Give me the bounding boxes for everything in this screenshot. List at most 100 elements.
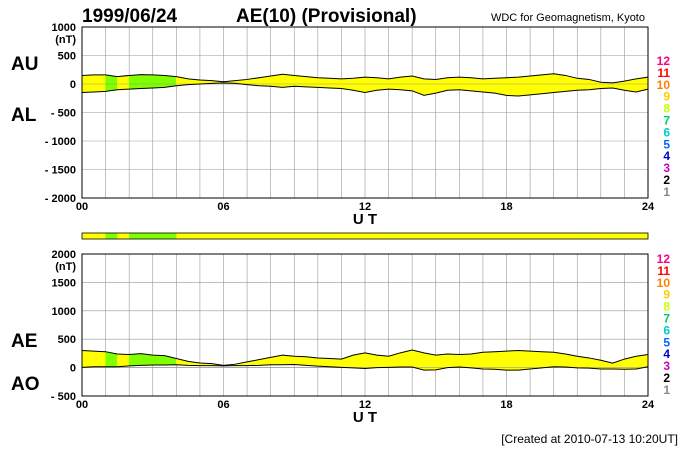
- y-unit-label: (nT): [55, 34, 76, 46]
- legend-level-12: 12: [657, 252, 671, 266]
- area-segment: [152, 354, 165, 366]
- activity-strip-segment: [82, 233, 95, 239]
- area-segment: [529, 74, 543, 96]
- au-al-panel: 1000 500 0 - 500 - 1000 - 1500 - 2000 (nT) 00 06 1…: [11, 22, 655, 228]
- activity-strip-segment: [329, 233, 342, 239]
- area-segment: [470, 77, 484, 93]
- activity-strip-segment: [541, 233, 554, 239]
- activity-strip-segment: [577, 233, 590, 239]
- x-axis-label: U T: [353, 409, 377, 426]
- activity-strip-segment: [105, 233, 118, 239]
- series-line-al: [81, 82, 649, 97]
- legend-level-6: 6: [663, 323, 670, 337]
- area-segment: [482, 351, 495, 370]
- y-tick-label: - 500: [51, 391, 76, 403]
- activity-strip-segment: [589, 233, 602, 239]
- y-tick-label: - 1500: [45, 165, 76, 177]
- activity-strip-segment: [199, 233, 213, 239]
- area-segment: [305, 76, 319, 88]
- index-label-al: AL: [11, 105, 37, 126]
- legend-level-5: 5: [663, 335, 670, 349]
- activity-strip-segment: [129, 233, 142, 239]
- activity-strip-segment: [176, 233, 189, 239]
- activity-strip-segment: [388, 233, 401, 239]
- x-tick-label: 00: [76, 399, 88, 411]
- activity-strip-segment: [211, 233, 224, 239]
- legend-level-11: 11: [657, 66, 670, 80]
- y-unit-label: (nT): [55, 261, 76, 273]
- area-segment: [329, 78, 342, 89]
- activity-level-bar: [81, 232, 649, 240]
- activity-strip-segment: [423, 233, 437, 239]
- legend-level-12: 12: [657, 54, 671, 68]
- activity-strip-segment: [258, 233, 271, 239]
- legend-level-7: 7: [663, 312, 670, 326]
- activity-strip-segment: [565, 233, 578, 239]
- y-tick-label: 0: [70, 363, 76, 375]
- x-tick-label: 00: [76, 201, 88, 213]
- activity-strip-segment: [553, 233, 566, 239]
- activity-strip-segment: [636, 233, 649, 239]
- activity-strip-segment: [612, 233, 625, 239]
- area-segment: [553, 73, 566, 93]
- y-tick-label: - 500: [51, 108, 76, 120]
- area-segment: [152, 74, 165, 89]
- area-segment: [482, 78, 495, 94]
- area-segment: [128, 353, 142, 367]
- area-segment: [282, 74, 295, 88]
- activity-strip-segment: [140, 233, 154, 239]
- area-segment: [128, 74, 142, 90]
- chart-title: AE(10) (Provisional): [236, 6, 417, 27]
- legend-level-3: 3: [663, 359, 670, 373]
- area-segment: [447, 353, 460, 368]
- legend-level-9: 9: [663, 90, 670, 104]
- header-date: 1999/06/24: [82, 6, 178, 27]
- area-segment: [93, 74, 106, 93]
- x-tick-label: 18: [500, 201, 512, 213]
- area-segment: [81, 350, 95, 368]
- activity-strip-segment: [459, 233, 472, 239]
- x-tick-label: 12: [359, 399, 371, 411]
- area-segment: [117, 353, 130, 368]
- y-tick-label: 500: [58, 51, 76, 63]
- legend-level-10: 10: [657, 78, 671, 92]
- y-tick-label: 1500: [52, 277, 76, 289]
- x-tick-label: 06: [217, 399, 229, 411]
- area-segment: [140, 353, 153, 366]
- x-tick-label: 12: [359, 201, 371, 213]
- area-segment: [270, 74, 283, 88]
- legend-level-4: 4: [663, 347, 670, 361]
- area-segment: [294, 75, 307, 88]
- index-label-ao: AO: [11, 374, 40, 395]
- area-segment: [317, 357, 330, 368]
- plot-frame: [81, 26, 649, 199]
- activity-strip-segment: [506, 233, 519, 239]
- area-segment: [423, 78, 436, 96]
- activity-strip-segment: [223, 233, 236, 239]
- legend-level-3: 3: [663, 161, 670, 175]
- legend-level-6: 6: [663, 125, 670, 139]
- activity-strip-segment: [306, 233, 319, 239]
- activity-strip-segment: [317, 233, 330, 239]
- series-line-ae: [81, 349, 649, 366]
- activity-strip-segment: [188, 233, 201, 239]
- x-tick-label: 24: [642, 201, 655, 213]
- activity-strip-segment: [152, 233, 165, 239]
- activity-strip-segment: [435, 233, 448, 239]
- activity-strip-segment: [494, 233, 507, 239]
- activity-strip-segment: [341, 233, 354, 239]
- area-segment: [93, 350, 106, 367]
- series-line-ao: [81, 363, 649, 371]
- created-footer: [Created at 2010-07-13 10:20UT]: [501, 432, 678, 446]
- area-segment: [117, 75, 130, 90]
- index-label-au: AU: [11, 54, 38, 75]
- legend-level-8: 8: [663, 102, 670, 116]
- y-tick-label: - 1000: [45, 136, 76, 148]
- activity-strip-segment: [117, 233, 130, 239]
- area-segment: [553, 351, 566, 368]
- activity-strip-segment: [353, 233, 366, 239]
